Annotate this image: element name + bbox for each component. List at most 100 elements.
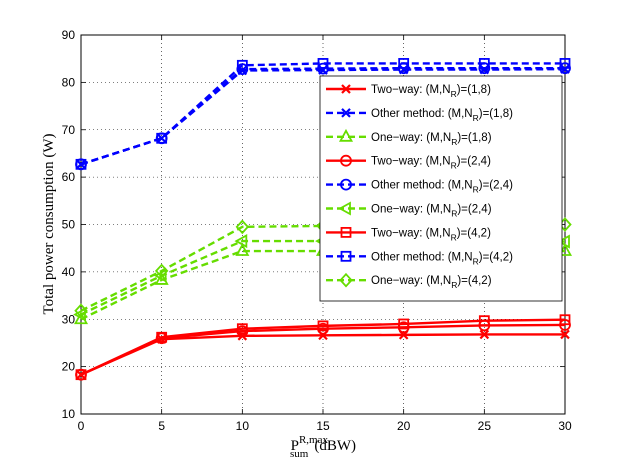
data-point [557, 234, 570, 249]
data-point [75, 158, 87, 170]
data-point [156, 132, 168, 144]
y-tick-label: 50 [62, 218, 76, 232]
data-point [398, 58, 410, 69]
data-point [559, 314, 571, 326]
legend-label: Other method: (M,NR)=(1,8) [371, 108, 513, 123]
legend-label: Other method: (M,NR)=(4,2) [371, 251, 513, 266]
data-point [73, 311, 89, 325]
series-7 [75, 314, 571, 381]
x-tick-label: 15 [316, 419, 330, 433]
legend-label-text-end: )=(4,2) [479, 251, 513, 263]
data-point [236, 59, 248, 71]
legend-entry-3: One−way: (M,NR)=(1,8) [326, 128, 492, 147]
data-point [74, 303, 88, 319]
legend-label-text: Two−way: (M,N [371, 84, 451, 96]
legend-label-text: One−way: (M,N [371, 132, 451, 144]
legend-label-text-end: )=(1,8) [457, 84, 491, 96]
data-point [156, 331, 168, 343]
legend-label: One−way: (M,NR)=(4,2) [371, 275, 492, 290]
legend-label-text: Other method: (M,N [371, 180, 473, 192]
x-axis-title-main: P [291, 438, 299, 454]
legend-marker [340, 250, 352, 262]
legend-marker [341, 108, 351, 118]
legend-entry-6: One−way: (M,NR)=(2,4) [326, 201, 492, 219]
legend-label-text-end: )=(2,4) [457, 204, 491, 216]
x-tick-label: 10 [236, 419, 250, 433]
legend-label-text-end: )=(2,4) [457, 156, 491, 168]
legend-label: Other method: (M,NR)=(2,4) [371, 180, 513, 195]
data-point [154, 272, 169, 285]
x-axis-title-superscript: R,max [299, 434, 329, 446]
y-tick-label: 60 [62, 170, 76, 184]
axis-ticks: 0 5 10 15 20 25 30 10 20 30 40 50 60 70 80 90 [62, 28, 572, 433]
data-point [73, 307, 86, 322]
series-line [80, 318, 566, 376]
legend-entry-1: Two−way: (M,NR)=(1,8) [326, 84, 491, 99]
legend-label-subscript: R [473, 113, 479, 123]
data-point [478, 58, 490, 69]
y-tick-label: 20 [62, 360, 76, 374]
legend-label-subscript: R [451, 209, 457, 219]
legend-label-text: One−way: (M,N [371, 275, 451, 287]
legend-label-text-end: )=(1,8) [479, 108, 513, 120]
legend-marker [339, 272, 353, 288]
series-line [80, 62, 565, 166]
legend-label-text: Two−way: (M,N [371, 156, 451, 168]
legend-marker [340, 178, 352, 191]
series-8 [75, 58, 571, 170]
x-tick-label: 5 [158, 419, 165, 433]
data-point [235, 219, 250, 235]
y-tick-label: 30 [62, 312, 76, 326]
y-tick-label: 10 [62, 407, 76, 421]
legend-entry-8: Other method: (M,NR)=(4,2) [326, 250, 513, 266]
data-point [235, 243, 250, 256]
data-point [478, 315, 490, 327]
y-axis-title: Total power consumption (W) [41, 134, 57, 315]
legend-label-subscript: R [451, 89, 457, 99]
legend-marker [340, 226, 352, 238]
y-tick-label: 80 [62, 75, 76, 89]
data-point [75, 369, 87, 381]
legend-entry-2: Other method: (M,NR)=(1,8) [326, 108, 513, 123]
data-point [559, 58, 571, 69]
y-tick-label: 90 [62, 28, 76, 42]
legend-label-text-end: )=(4,2) [457, 275, 491, 287]
legend-label-text: Two−way: (M,N [371, 227, 451, 239]
x-axis-title: PR,max sum (dBW) [290, 434, 356, 460]
legend-entry-9: One−way: (M,NR)=(4,2) [326, 272, 492, 290]
legend-entry-7: Two−way: (M,NR)=(4,2) [326, 226, 491, 242]
legend-label-subscript: R [473, 256, 479, 266]
legend-label-text-end: )=(2,4) [479, 180, 513, 192]
data-point [236, 323, 248, 335]
x-tick-label: 25 [478, 419, 492, 433]
x-tick-label: 0 [78, 419, 85, 433]
legend-label-subscript: R [451, 161, 457, 171]
legend-label-text: One−way: (M,N [371, 204, 451, 216]
legend-label: One−way: (M,NR)=(2,4) [371, 204, 492, 219]
legend-label-subscript: R [451, 232, 457, 242]
x-tick-label: 30 [558, 419, 572, 433]
data-point [317, 320, 329, 332]
legend-label: One−way: (M,NR)=(1,8) [371, 132, 492, 147]
legend-marker [340, 154, 352, 167]
data-point [479, 329, 490, 340]
legend: Two−way: (M,NR)=(1,8)Other method: (M,NR… [319, 75, 563, 302]
x-axis-title-subscript: sum [290, 448, 309, 460]
y-tick-label: 70 [62, 123, 76, 137]
legend-label: Two−way: (M,NR)=(2,4) [371, 156, 491, 171]
legend-entry-4: Two−way: (M,NR)=(2,4) [326, 154, 491, 171]
data-point [76, 159, 86, 170]
data-point [317, 58, 329, 69]
x-axis-title-unit: (dBW) [314, 438, 356, 454]
data-point [154, 263, 169, 279]
legend-label-text: Other method: (M,N [371, 108, 473, 120]
legend-marker [341, 84, 351, 94]
legend-label-text: Other method: (M,N [371, 251, 473, 263]
data-point [153, 268, 167, 283]
legend-label: Two−way: (M,NR)=(1,8) [371, 84, 491, 99]
y-tick-label: 40 [62, 265, 76, 279]
legend-label-text-end: )=(4,2) [457, 227, 491, 239]
legend-marker [338, 128, 354, 142]
legend-label-subscript: R [451, 137, 457, 147]
